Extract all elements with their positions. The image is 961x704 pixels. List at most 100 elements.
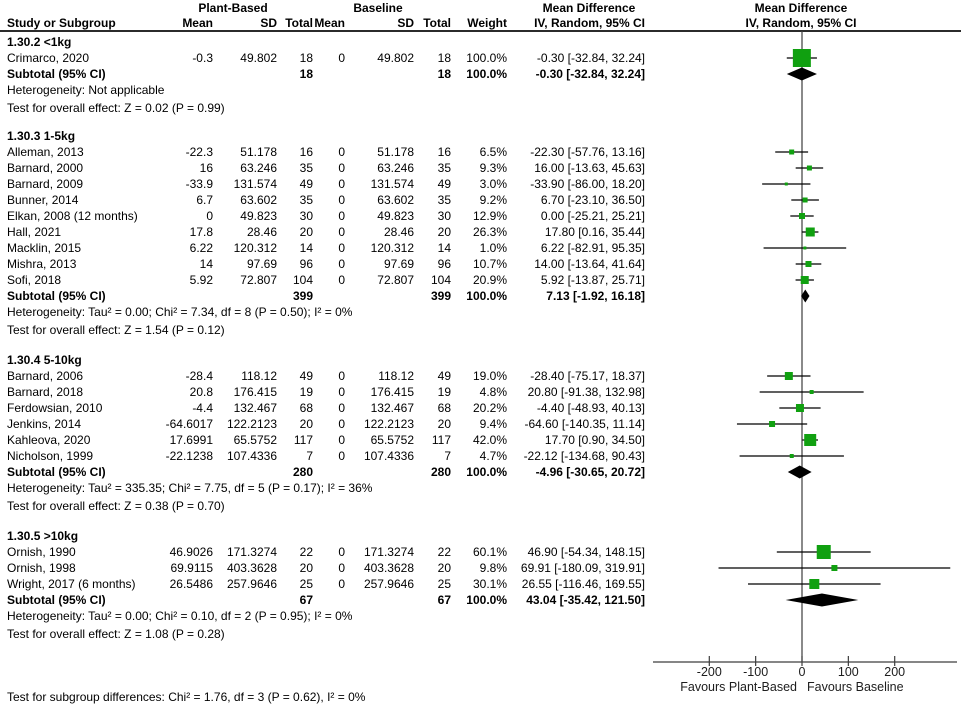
sd2-cell: 63.602 bbox=[377, 193, 414, 207]
mean1-cell: 16 bbox=[199, 161, 213, 175]
effect-square bbox=[784, 182, 788, 186]
total2-cell: 49 bbox=[437, 369, 451, 383]
mean1-cell: -22.3 bbox=[185, 145, 213, 159]
study-name: Alleman, 2013 bbox=[7, 145, 84, 159]
ci-text-cell: 20.80 [-91.38, 132.98] bbox=[527, 385, 645, 399]
mean2-cell: 0 bbox=[338, 177, 345, 191]
mean2-cell: 0 bbox=[338, 561, 345, 575]
subtotal-diamond bbox=[787, 465, 812, 479]
heterogeneity-text: Heterogeneity: Tau² = 335.35; Chi² = 7.7… bbox=[7, 481, 373, 495]
study-name: Ornish, 1998 bbox=[7, 561, 76, 575]
study-name: Sofi, 2018 bbox=[7, 273, 62, 287]
effect-square bbox=[802, 197, 808, 203]
weight-cell: 9.2% bbox=[479, 193, 507, 207]
ci-text-cell: -4.40 [-48.93, 40.13] bbox=[536, 401, 645, 415]
subtotal-label: Subtotal (95% CI) bbox=[7, 289, 106, 303]
sd1-cell: 176.415 bbox=[233, 385, 277, 399]
total1-cell: 20 bbox=[299, 561, 313, 575]
total2-cell: 104 bbox=[430, 273, 451, 287]
md-column-subtitle: IV, Random, 95% CI bbox=[534, 16, 645, 30]
weight-cell: 10.7% bbox=[472, 257, 507, 271]
ci-text-cell: 5.92 [-13.87, 25.71] bbox=[540, 273, 645, 287]
weight-cell: 3.0% bbox=[479, 177, 507, 191]
mean2-cell: 0 bbox=[338, 369, 345, 383]
plot-subtitle: IV, Random, 95% CI bbox=[745, 16, 857, 30]
subtotal-label: Subtotal (95% CI) bbox=[7, 593, 106, 607]
total1-cell: 49 bbox=[299, 369, 313, 383]
study-name: Ferdowsian, 2010 bbox=[7, 401, 103, 415]
mean2-cell: 0 bbox=[338, 241, 345, 255]
sd2-cell: 49.823 bbox=[377, 209, 414, 223]
mean2-cell: 0 bbox=[338, 417, 345, 431]
mean2-header: Mean bbox=[314, 16, 345, 30]
study-name: Macklin, 2015 bbox=[7, 241, 82, 255]
effect-square bbox=[789, 454, 794, 458]
effect-square bbox=[806, 165, 812, 171]
study-name: Hall, 2021 bbox=[7, 225, 62, 239]
sd2-cell: 51.178 bbox=[377, 145, 414, 159]
sd2-cell: 63.246 bbox=[377, 161, 414, 175]
sd1-cell: 63.246 bbox=[240, 161, 277, 175]
weight-cell: 100.0% bbox=[466, 465, 507, 479]
study-name: Crimarco, 2020 bbox=[7, 51, 90, 65]
weight-cell: 19.0% bbox=[472, 369, 507, 383]
effect-square bbox=[809, 579, 820, 589]
mean1-cell: -28.4 bbox=[185, 369, 213, 383]
total1-cell: 20 bbox=[299, 417, 313, 431]
total2-cell: 18 bbox=[437, 67, 451, 81]
total1-cell: 20 bbox=[299, 225, 313, 239]
mean2-cell: 0 bbox=[338, 385, 345, 399]
mean1-cell: 0 bbox=[206, 209, 213, 223]
weight-cell: 12.9% bbox=[472, 209, 507, 223]
ci-text-cell: -28.40 [-75.17, 18.37] bbox=[530, 369, 645, 383]
total1-cell: 19 bbox=[299, 385, 313, 399]
sd2-cell: 403.3628 bbox=[363, 561, 414, 575]
sd1-cell: 63.602 bbox=[240, 193, 277, 207]
total1-cell: 117 bbox=[293, 433, 313, 447]
weight-cell: 26.3% bbox=[472, 225, 507, 239]
study-column-header: Study or Subgroup bbox=[7, 16, 116, 30]
total1-cell: 104 bbox=[292, 273, 313, 287]
sd1-cell: 97.69 bbox=[246, 257, 277, 271]
total2-cell: 399 bbox=[430, 289, 451, 303]
effect-square bbox=[800, 276, 809, 284]
total2-cell: 68 bbox=[437, 401, 451, 415]
study-name: Barnard, 2018 bbox=[7, 385, 84, 399]
sd1-cell: 49.823 bbox=[240, 209, 277, 223]
total1-cell: 18 bbox=[299, 67, 313, 81]
mean2-cell: 0 bbox=[338, 433, 345, 447]
sd1-cell: 51.178 bbox=[240, 145, 277, 159]
sd2-cell: 49.802 bbox=[377, 51, 414, 65]
total1-cell: 399 bbox=[292, 289, 313, 303]
effect-square bbox=[831, 565, 838, 571]
weight-cell: 42.0% bbox=[472, 433, 507, 447]
overall-effect-text: Test for overall effect: Z = 0.38 (P = 0… bbox=[7, 499, 225, 513]
mean1-cell: 6.7 bbox=[196, 193, 213, 207]
mean1-cell: -4.4 bbox=[192, 401, 213, 415]
total1-cell: 30 bbox=[299, 209, 313, 223]
effect-square bbox=[805, 261, 812, 267]
sd1-cell: 131.574 bbox=[233, 177, 277, 191]
weight-cell: 30.1% bbox=[472, 577, 507, 591]
total2-cell: 35 bbox=[437, 161, 451, 175]
total2-cell: 18 bbox=[437, 51, 451, 65]
mean2-cell: 0 bbox=[338, 145, 345, 159]
mean2-cell: 0 bbox=[338, 193, 345, 207]
total1-cell: 25 bbox=[299, 577, 313, 591]
total1-cell: 7 bbox=[306, 449, 313, 463]
mean2-cell: 0 bbox=[338, 273, 345, 287]
mean1-cell: -64.6017 bbox=[165, 417, 213, 431]
sd1-cell: 257.9646 bbox=[226, 577, 277, 591]
ci-text-cell: -22.12 [-134.68, 90.43] bbox=[523, 449, 645, 463]
heterogeneity-text: Heterogeneity: Not applicable bbox=[7, 83, 165, 97]
effect-square bbox=[816, 545, 831, 559]
mean1-cell: 17.6991 bbox=[169, 433, 213, 447]
mean1-cell: 26.5486 bbox=[169, 577, 213, 591]
total2-cell: 30 bbox=[437, 209, 451, 223]
mean2-cell: 0 bbox=[338, 161, 345, 175]
total2-cell: 22 bbox=[437, 545, 451, 559]
subgroup-label: 1.30.4 5-10kg bbox=[7, 353, 82, 367]
sd1-header: SD bbox=[260, 16, 277, 30]
study-name: Bunner, 2014 bbox=[7, 193, 79, 207]
ci-text-cell: 6.22 [-82.91, 95.35] bbox=[540, 241, 645, 255]
